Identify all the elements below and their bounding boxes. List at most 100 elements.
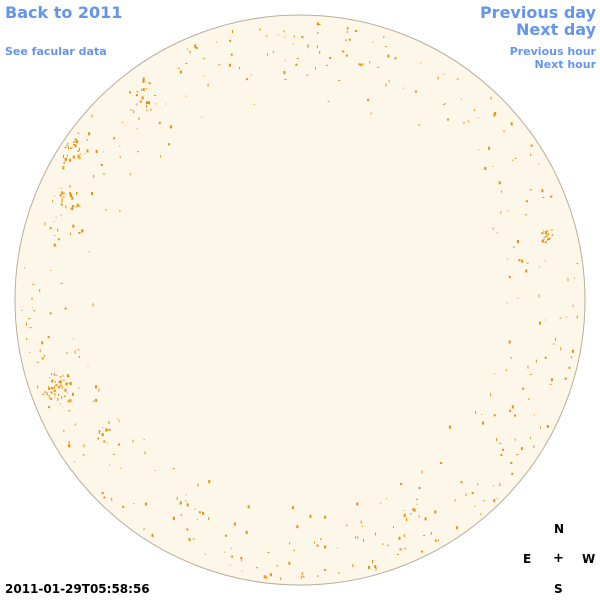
facula-point — [545, 319, 547, 321]
facula-point — [87, 365, 89, 367]
facula-point — [387, 54, 390, 58]
facula-point — [59, 376, 62, 378]
facula-point — [61, 191, 64, 195]
facula-point — [78, 205, 81, 207]
facula-point — [329, 56, 332, 59]
facula-point — [185, 494, 187, 496]
facula-point — [516, 454, 519, 455]
facula-point — [66, 392, 68, 394]
previous-hour-link[interactable]: Previous hour — [509, 45, 596, 58]
facula-point — [530, 153, 532, 156]
facula-point — [63, 379, 65, 382]
facula-point — [67, 399, 69, 403]
facula-point — [143, 439, 145, 440]
facula-point — [481, 414, 483, 415]
facula-point — [86, 149, 89, 153]
next-day-link[interactable]: Next day — [516, 20, 596, 39]
facula-point — [564, 377, 567, 380]
facula-point — [176, 496, 178, 500]
facula-point — [496, 438, 498, 442]
facula-point — [514, 414, 516, 417]
facula-point — [338, 80, 341, 81]
facula-point — [32, 283, 35, 285]
facula-point — [550, 195, 553, 198]
facula-point — [168, 143, 170, 146]
facula-point — [528, 398, 530, 401]
facula-point — [309, 514, 312, 518]
facula-point — [315, 67, 316, 70]
facula-point — [72, 392, 74, 396]
facula-point — [101, 492, 104, 495]
facula-point — [145, 104, 147, 108]
facula-point — [95, 398, 98, 402]
facula-point — [447, 118, 449, 121]
facula-point — [414, 90, 417, 93]
facula-point — [72, 224, 75, 228]
facula-point — [403, 509, 405, 511]
facula-point — [500, 211, 502, 214]
facula-point — [180, 513, 182, 516]
facula-point — [41, 357, 44, 360]
facula-point — [76, 203, 79, 207]
facula-point — [284, 60, 286, 62]
facula-point — [185, 500, 187, 502]
facula-point — [53, 195, 55, 197]
facula-point — [74, 423, 76, 426]
next-hour-link[interactable]: Next hour — [534, 58, 597, 71]
facula-point — [510, 461, 513, 464]
facula-point — [357, 536, 359, 540]
facula-point — [277, 34, 279, 36]
facula-point — [119, 210, 121, 212]
facula-point — [300, 575, 302, 579]
facula-point — [337, 547, 339, 549]
facula-point — [225, 534, 228, 537]
back-to-year-link[interactable]: Back to 2011 — [5, 3, 123, 22]
facula-point — [544, 231, 547, 235]
facula-point — [64, 388, 67, 392]
facula-point — [471, 492, 474, 494]
facula-point — [103, 496, 106, 499]
facula-point — [443, 73, 445, 75]
facula-point — [133, 110, 135, 114]
facula-point — [488, 146, 491, 150]
facula-point — [500, 454, 503, 456]
facula-point — [508, 276, 511, 278]
facula-point — [109, 464, 111, 466]
facula-point — [62, 374, 64, 377]
facula-point — [545, 230, 547, 232]
facula-point — [88, 251, 90, 253]
facula-point — [338, 571, 340, 574]
facula-point — [26, 322, 27, 326]
facula-point — [272, 50, 274, 53]
facula-point — [512, 159, 514, 161]
facula-point — [467, 120, 469, 123]
facula-point — [355, 536, 356, 539]
facula-point — [195, 47, 198, 49]
facula-point — [48, 387, 51, 390]
facula-point — [69, 158, 72, 162]
facula-point — [60, 187, 62, 189]
facula-point — [72, 155, 75, 159]
facula-point — [68, 444, 70, 448]
facula-point — [327, 100, 330, 102]
facula-point — [292, 43, 294, 45]
facula-point — [67, 146, 69, 150]
facula-point — [424, 517, 427, 521]
facula-point — [360, 520, 362, 524]
previous-day-link[interactable]: Previous day — [479, 3, 596, 22]
facula-point — [372, 560, 374, 561]
facula-point — [136, 103, 138, 106]
see-facular-data-link[interactable]: See facular data — [5, 45, 107, 58]
facula-point — [555, 337, 557, 341]
facula-point — [496, 498, 498, 500]
facula-point — [369, 61, 371, 64]
facula-point — [53, 243, 56, 247]
facula-point — [54, 396, 56, 398]
facula-point — [546, 230, 549, 232]
facula-point — [460, 98, 462, 100]
facula-point — [541, 232, 544, 235]
facula-point — [39, 349, 41, 353]
facula-point — [518, 259, 521, 262]
facula-point — [74, 461, 76, 463]
facula-point — [46, 392, 48, 396]
